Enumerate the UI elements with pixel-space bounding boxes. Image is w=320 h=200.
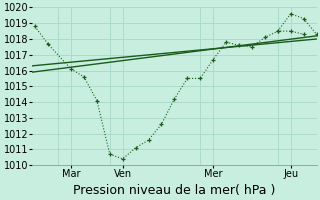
- X-axis label: Pression niveau de la mer( hPa ): Pression niveau de la mer( hPa ): [73, 184, 276, 197]
